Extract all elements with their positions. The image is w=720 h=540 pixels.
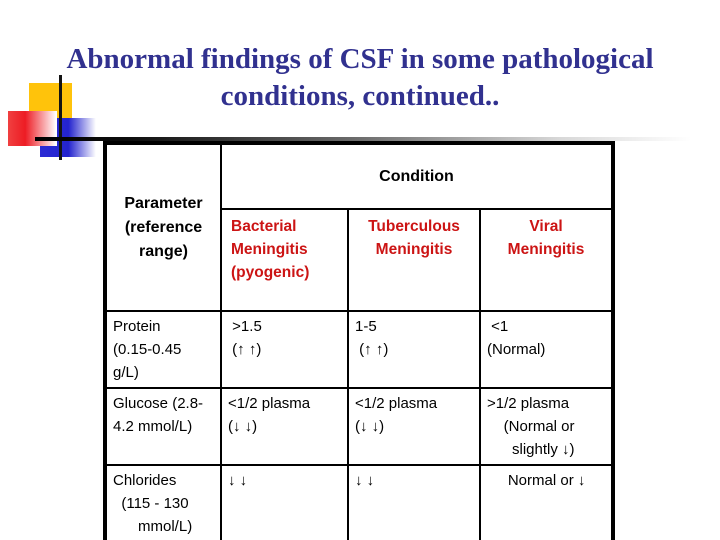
decor-divider-line xyxy=(35,137,691,141)
table-row-chlorides: Chlorides (115 - 130 mmol/L) ↓ ↓ ↓ ↓ Nor… xyxy=(104,464,614,540)
cell-chlorides-viral: Normal or ↓ xyxy=(479,464,614,540)
csf-findings-table: Parameter (reference range) Condition Ba… xyxy=(103,141,615,540)
cell-chlorides-parameter: Chlorides (115 - 130 mmol/L) xyxy=(104,464,222,540)
title-line-2: conditions, continued.. xyxy=(220,80,500,112)
bacterial-meningitis-header-cell: Bacterial Meningitis (pyogenic) xyxy=(220,208,349,312)
cell-glucose-tuberculous: <1/2 plasma (↓ ↓) xyxy=(347,387,481,466)
cell-glucose-parameter: Glucose (2.8- 4.2 mmol/L) xyxy=(104,387,222,466)
tuberculous-meningitis-header-cell: Tuberculous Meningitis xyxy=(347,208,481,312)
parameter-header-cell: Parameter (reference range) xyxy=(104,142,222,312)
cell-glucose-bacterial: <1/2 plasma (↓ ↓) xyxy=(220,387,349,466)
cell-protein-tuberculous: 1-5 (↑ ↑) xyxy=(347,310,481,389)
column-header-row: Bacterial Meningitis (pyogenic) Tubercul… xyxy=(105,208,614,312)
cell-chlorides-tuberculous: ↓ ↓ xyxy=(347,464,481,540)
cell-protein-viral: <1 (Normal) xyxy=(479,310,614,389)
title-line-1: Abnormal findings of CSF in some patholo… xyxy=(66,43,654,75)
condition-header-row: Parameter (reference range) Condition xyxy=(104,142,614,312)
viral-meningitis-header-cell: Viral Meningitis xyxy=(479,208,614,312)
cell-protein-parameter: Protein (0.15-0.45 g/L) xyxy=(104,310,222,389)
cell-protein-bacterial: >1.5 (↑ ↑) xyxy=(220,310,349,389)
decor-vertical-line xyxy=(59,75,62,160)
condition-header-cell: Condition xyxy=(220,142,614,210)
table-row-glucose: Glucose (2.8- 4.2 mmol/L) <1/2 plasma (↓… xyxy=(104,387,614,466)
cell-glucose-viral: >1/2 plasma (Normal or slightly ↓) xyxy=(479,387,614,466)
table-row-protein: Protein (0.15-0.45 g/L) >1.5 (↑ ↑) 1-5 (… xyxy=(104,310,614,389)
slide-title: Abnormal findings of CSF in some patholo… xyxy=(0,41,720,115)
cell-chlorides-bacterial: ↓ ↓ xyxy=(220,464,349,540)
